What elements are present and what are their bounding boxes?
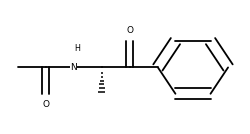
Text: O: O (42, 100, 49, 109)
Text: N: N (70, 63, 77, 72)
Text: O: O (126, 26, 133, 35)
Text: H: H (74, 44, 80, 53)
